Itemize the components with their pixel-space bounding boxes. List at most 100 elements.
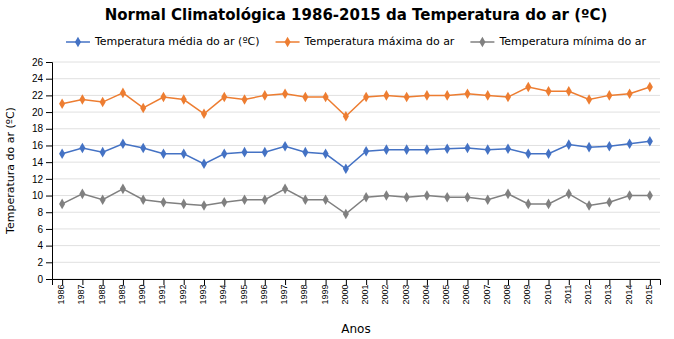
- tick-mark: [46, 279, 52, 280]
- tick-mark: [467, 279, 468, 285]
- marker: [323, 92, 329, 103]
- marker: [140, 194, 146, 205]
- tick-label: 2004: [421, 284, 431, 304]
- tick-label: 2000: [340, 284, 350, 304]
- tick-label: 0: [37, 274, 43, 285]
- tick-mark: [46, 196, 52, 197]
- tick-mark: [427, 279, 428, 285]
- tick-label: 2005: [441, 284, 451, 304]
- y-tick: 4: [37, 240, 52, 251]
- tick-mark: [46, 129, 52, 130]
- y-grid: [52, 62, 660, 279]
- x-tick: 1997: [279, 279, 289, 304]
- y-axis: 02468101214161820222426: [32, 57, 53, 285]
- tick-label: 2009: [522, 284, 532, 304]
- marker: [59, 149, 65, 160]
- y-tick: 14: [32, 157, 52, 168]
- marker: [485, 90, 491, 101]
- series: [59, 82, 653, 122]
- series: [59, 136, 653, 174]
- series-group: [59, 82, 653, 219]
- tick-label: 1997: [279, 284, 289, 304]
- tick-label: 8: [37, 207, 43, 218]
- series: [59, 184, 653, 220]
- tick-mark: [62, 279, 63, 285]
- marker: [545, 199, 551, 210]
- tick-label: 2001: [360, 284, 370, 304]
- tick-mark: [265, 279, 266, 285]
- tick-mark: [46, 162, 52, 163]
- marker: [79, 94, 85, 105]
- marker: [606, 197, 612, 208]
- grid-line: [52, 162, 660, 163]
- tick-mark: [447, 279, 448, 285]
- x-tick: 1989: [117, 279, 127, 304]
- marker: [586, 142, 592, 153]
- grid-line: [52, 128, 660, 129]
- x-axis: 1986198719881989199019911992199319941995…: [53, 279, 661, 304]
- marker: [444, 90, 450, 101]
- x-tick: 2009: [522, 279, 532, 304]
- tick-mark: [46, 79, 52, 80]
- marker: [282, 184, 288, 195]
- tick-label: 1989: [117, 284, 127, 304]
- y-tick: 24: [32, 73, 52, 84]
- tick-mark: [46, 179, 52, 180]
- marker: [464, 88, 470, 99]
- tick-label: 6: [37, 224, 43, 235]
- y-tick: 2: [37, 257, 52, 268]
- tick-label: 1991: [157, 284, 167, 304]
- x-tick: 2003: [401, 279, 411, 304]
- marker: [363, 192, 369, 203]
- x-tick: 1987: [76, 279, 86, 304]
- marker: [100, 194, 106, 205]
- tick-mark: [103, 279, 104, 285]
- tick-label: 18: [32, 123, 44, 134]
- tick-mark: [46, 62, 52, 63]
- grid-line: [52, 178, 660, 179]
- marker: [647, 136, 653, 147]
- marker: [545, 149, 551, 160]
- marker: [545, 86, 551, 97]
- tick-mark: [528, 279, 529, 285]
- tick-mark: [46, 145, 52, 146]
- legend-marker: [285, 37, 291, 48]
- tick-mark: [386, 279, 387, 285]
- axis-line: [53, 280, 661, 286]
- tick-mark: [46, 262, 52, 263]
- y-tick: 0: [37, 274, 52, 285]
- marker: [404, 92, 410, 103]
- tick-label: 1999: [320, 284, 330, 304]
- marker: [383, 190, 389, 201]
- tick-label: 14: [32, 157, 44, 168]
- marker: [181, 149, 187, 160]
- y-tick: 20: [32, 107, 52, 118]
- marker: [221, 197, 227, 208]
- x-tick: 1990: [137, 279, 147, 304]
- tick-label: 1993: [198, 284, 208, 304]
- x-tick: 2008: [502, 279, 512, 304]
- tick-label: 1996: [259, 284, 269, 304]
- tick-label: 1992: [178, 284, 188, 304]
- tick-label: 16: [32, 140, 44, 151]
- tick-mark: [46, 95, 52, 96]
- grid-line: [52, 262, 660, 263]
- x-tick: 2015: [644, 279, 654, 304]
- chart: 0246810121416182022242619861987198819891…: [0, 0, 674, 339]
- marker: [464, 143, 470, 154]
- marker: [79, 189, 85, 200]
- series-line: [62, 141, 650, 169]
- marker: [505, 92, 511, 103]
- tick-mark: [366, 279, 367, 285]
- series-line: [62, 87, 650, 116]
- marker: [485, 194, 491, 205]
- marker: [160, 149, 166, 160]
- tick-mark: [589, 279, 590, 285]
- marker: [444, 144, 450, 155]
- legend-item: Temperatura máxima do ar: [276, 35, 455, 48]
- marker: [100, 97, 106, 108]
- marker: [464, 192, 470, 203]
- x-tick: 1991: [157, 279, 167, 304]
- tick-mark: [630, 279, 631, 285]
- x-tick: 2002: [380, 279, 390, 304]
